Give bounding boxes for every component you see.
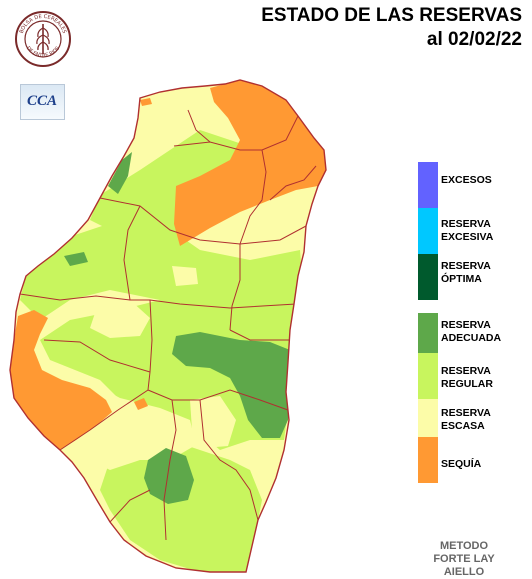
legend-item-reserva-escasa: RESERVA ESCASA [418,399,513,445]
legend-swatch-reserva-escasa [418,399,438,437]
zone-adecuada-spot [64,252,88,266]
zone-escasa-parana [90,300,150,338]
zone-adecuada-east [172,332,292,438]
legend-label-reserva-optima: RESERVA ÓPTIMA [441,260,491,285]
zone-adecuada-south [144,448,194,504]
legend-swatch-reserva-adecuada [418,313,438,353]
map-title: ESTADO DE LAS RESERVAS al 02/02/22 [261,4,522,52]
zone-sequia-northeast [174,80,326,246]
bolsa-cereales-logo: BOLSA DE CEREALES DE ENTRE RIOS [15,11,71,67]
legend-label-reserva-excesiva: RESERVA EXCESIVA [441,218,494,243]
legend-label-excesos: EXCESOS [441,174,492,186]
legend-item-excesos: EXCESOS [418,162,513,208]
legend-swatch-reserva-excesiva [418,208,438,254]
zone-escasa-spot [172,266,198,286]
zone-sequia-spot [134,398,148,410]
department-borders [19,109,317,541]
zone-regular-south [100,440,262,572]
title-line1: ESTADO DE LAS RESERVAS [261,5,522,26]
cca-logo: CCA [20,84,65,120]
legend-swatch-excesos [418,162,438,208]
legend-swatch-reserva-optima [418,254,438,300]
legend-item-reserva-regular: RESERVA REGULAR [418,353,513,399]
legend-item-reserva-optima: RESERVA ÓPTIMA [418,254,513,300]
legend-item-reserva-adecuada: RESERVA ADECUADA [418,313,513,359]
zone-sequia-west [10,310,112,450]
legend-label-reserva-regular: RESERVA REGULAR [441,365,493,390]
title-date: al 02/02/22 [426,29,522,50]
legend-label-reserva-escasa: RESERVA ESCASA [441,407,491,432]
legend-item-sequia: SEQUÍA [418,437,513,483]
method-note: METODO FORTE LAY AIELLO [433,540,495,578]
zone-escasa-center [190,396,236,448]
legend-item-reserva-excesiva: RESERVA EXCESIVA [418,208,513,254]
legend-label-sequia: SEQUÍA [441,458,482,470]
legend-label-reserva-adecuada: RESERVA ADECUADA [441,319,502,344]
zone-sequia-north-spot [140,98,152,106]
legend-swatch-reserva-regular [418,353,438,399]
zone-regular-center-east [40,300,296,450]
legend-swatch-sequia [418,437,438,483]
cca-logo-text: CCA [27,93,58,109]
zone-adecuada-north [108,152,132,194]
